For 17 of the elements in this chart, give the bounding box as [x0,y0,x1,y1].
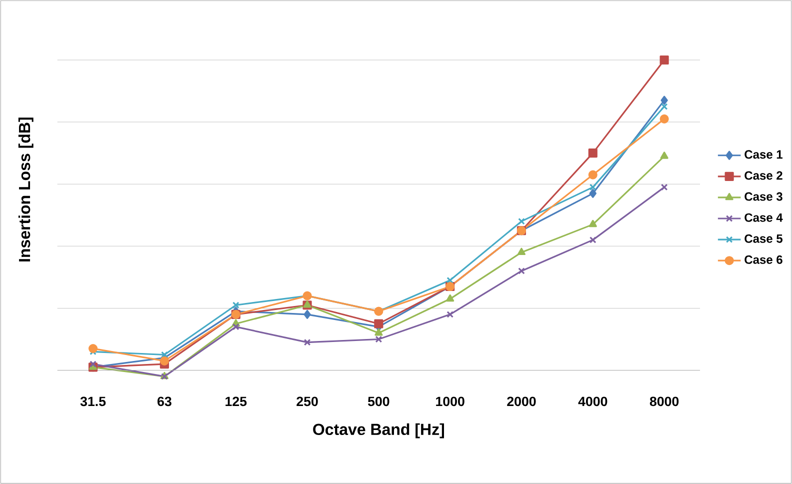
x-tick-label: 8000 [650,396,679,406]
x-tick-label: 2000 [507,396,536,406]
x-tick-label: 1000 [436,396,464,406]
x-tick-label: 500 [368,396,390,406]
legend-label: Case 4 [744,213,783,222]
legend-label: Case 2 [744,171,782,180]
x-tick-label: 125 [226,396,247,406]
legend-label: Case 3 [744,192,782,201]
x-axis-title: Octave Band [Hz] [313,423,444,438]
x-tick-label: 250 [296,396,318,406]
x-tick-label: 31.5 [80,396,106,406]
legend-label: Case 1 [744,150,782,159]
x-tick-label: 63 [158,396,172,406]
legend-label: Case 5 [744,234,782,243]
y-axis-title: Insertion Loss [dB] [18,118,34,262]
x-tick-label: 4000 [578,396,608,406]
legend-label: Case 6 [744,255,782,264]
